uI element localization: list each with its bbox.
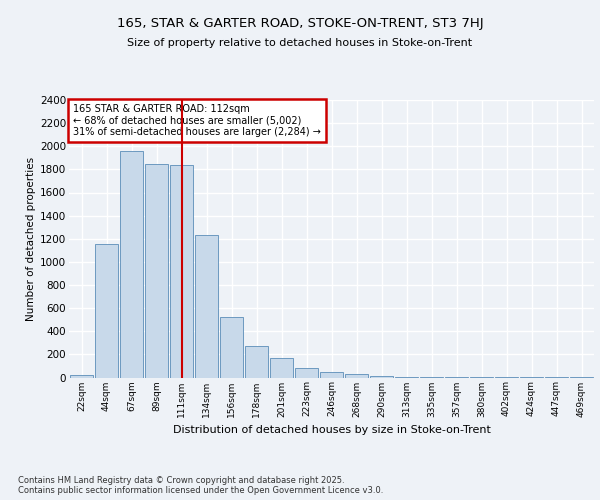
Bar <box>145 164 168 378</box>
Bar <box>270 358 293 378</box>
Y-axis label: Number of detached properties: Number of detached properties <box>26 156 36 321</box>
Bar <box>370 376 393 378</box>
X-axis label: Distribution of detached houses by size in Stoke-on-Trent: Distribution of detached houses by size … <box>173 425 490 435</box>
Text: Size of property relative to detached houses in Stoke-on-Trent: Size of property relative to detached ho… <box>127 38 473 48</box>
Bar <box>120 151 143 378</box>
Bar <box>320 372 343 378</box>
Text: 165 STAR & GARTER ROAD: 112sqm
← 68% of detached houses are smaller (5,002)
31% : 165 STAR & GARTER ROAD: 112sqm ← 68% of … <box>73 104 321 138</box>
Text: 165, STAR & GARTER ROAD, STOKE-ON-TRENT, ST3 7HJ: 165, STAR & GARTER ROAD, STOKE-ON-TRENT,… <box>116 18 484 30</box>
Bar <box>345 374 368 378</box>
Bar <box>70 374 93 378</box>
Bar <box>195 236 218 378</box>
Bar <box>170 165 193 378</box>
Bar <box>295 368 318 378</box>
Bar <box>95 244 118 378</box>
Bar <box>395 377 418 378</box>
Text: Contains HM Land Registry data © Crown copyright and database right 2025.
Contai: Contains HM Land Registry data © Crown c… <box>18 476 383 495</box>
Bar <box>245 346 268 378</box>
Bar <box>220 318 243 378</box>
